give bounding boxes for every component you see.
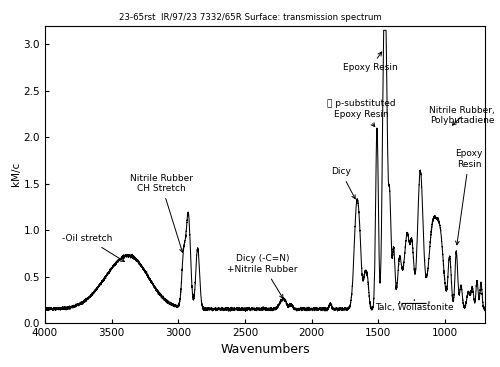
Text: Epoxy Resin: Epoxy Resin: [343, 52, 398, 72]
Text: Nitrile Rubber,
Polybutadiene: Nitrile Rubber, Polybutadiene: [430, 106, 495, 125]
Text: Dicy: Dicy: [331, 167, 355, 199]
Y-axis label: kM/c: kM/c: [10, 162, 20, 186]
Text: Nitrile Rubber
CH Stretch: Nitrile Rubber CH Stretch: [130, 174, 192, 252]
X-axis label: Wavenumbers: Wavenumbers: [220, 344, 310, 356]
Text: Ⓡ p-substituted
Epoxy Resin: Ⓡ p-substituted Epoxy Resin: [328, 99, 396, 127]
Text: Epoxy
Resin: Epoxy Resin: [456, 149, 482, 245]
Text: Talc, Wollastonite: Talc, Wollastonite: [375, 303, 454, 312]
Text: -Oil stretch: -Oil stretch: [62, 234, 124, 261]
Text: 23-65rst  IR/97/23 7332/65R Surface: transmission spectrum: 23-65rst IR/97/23 7332/65R Surface: tran…: [118, 13, 382, 22]
Text: Dicy (-C=N)
+Nitrile Rubber: Dicy (-C=N) +Nitrile Rubber: [227, 254, 298, 298]
